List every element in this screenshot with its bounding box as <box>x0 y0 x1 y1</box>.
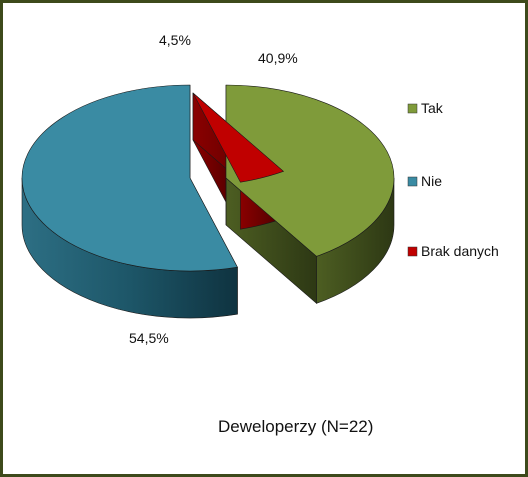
legend-swatch-brak-danych <box>407 246 418 257</box>
slice-label-tak: 40,9% <box>258 50 298 66</box>
legend-label-nie: Nie <box>421 173 442 189</box>
slice-brak-danych <box>192 92 285 183</box>
legend: Tak Nie Brak danych <box>407 100 499 259</box>
chart-caption: Deweloperzy (N=22) <box>218 417 373 436</box>
slice-label-nie: 54,5% <box>129 330 169 346</box>
slice-nie <box>21 84 238 272</box>
legend-label-brak-danych: Brak danych <box>421 243 499 259</box>
legend-swatch-tak <box>407 103 418 114</box>
slice-tak <box>225 84 395 257</box>
slice-label-brak-danych: 4,5% <box>159 32 191 48</box>
legend-label-tak: Tak <box>421 100 444 116</box>
legend-swatch-nie <box>407 176 418 187</box>
